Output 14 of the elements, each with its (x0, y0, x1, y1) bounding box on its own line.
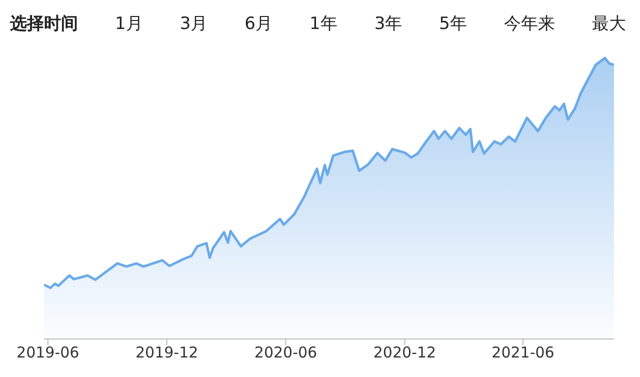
text: 3月 (180, 12, 208, 34)
text: 6月 (244, 12, 272, 34)
x-tick-label: 2019-12 (135, 344, 198, 362)
x-tick-label: 2020-12 (373, 344, 436, 362)
text: 最大 (592, 12, 626, 34)
x-tick-label: 2020-06 (254, 344, 318, 362)
text: 5年 (439, 12, 467, 34)
text: 今年来 (504, 12, 555, 34)
x-tick-label: 2021-06 (492, 344, 554, 362)
text: 1年 (309, 12, 338, 34)
text: 3年 (374, 12, 402, 34)
text: 选择时间 (10, 12, 78, 34)
x-tick-label: 2019-06 (16, 344, 80, 362)
text: 1月 (115, 12, 143, 34)
